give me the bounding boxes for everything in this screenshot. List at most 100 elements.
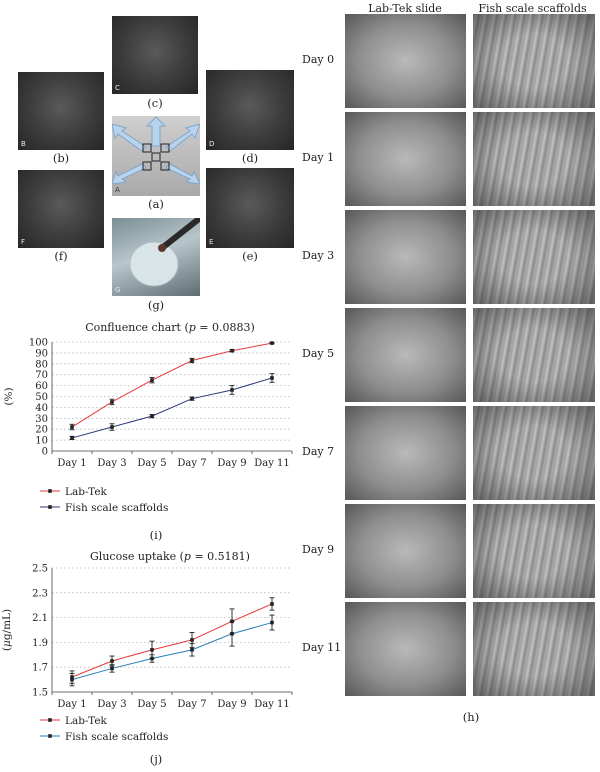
data-point [70,436,74,440]
y-tick-label: 70 [35,370,48,381]
photo-scaffold-g: G [112,218,200,296]
y-tick-label: 0 [42,447,48,458]
data-point [230,631,234,636]
photo-tag-a: A [115,186,120,194]
data-point [190,638,194,642]
sem-fishscale-image [473,210,595,304]
y-tick-label: 2.1 [32,613,48,624]
data-point [150,378,154,382]
day-label: Day 1 [302,151,335,164]
y-tick-label: 10 [35,436,48,447]
caption-h: (h) [462,710,480,724]
micrograph-c: C [112,16,198,94]
sem-fishscale-image [473,504,595,598]
sem-labtek-image [345,602,466,696]
photo-tag-f: F [21,238,26,246]
x-tick-label: Day 3 [97,699,126,710]
column-header-labtek: Lab-Tek slide [368,2,442,15]
caption-c: (c) [147,96,163,110]
x-tick-label: Day 11 [254,458,290,469]
y-tick-label: 90 [35,348,48,359]
legend-marker [48,718,52,722]
y-tick-label: 100 [29,338,48,349]
data-point [70,677,74,682]
series-line [71,622,273,681]
legend-marker [48,489,52,493]
chart-title: Confluence chart (p = 0.0883) [85,321,255,334]
data-point [230,348,234,353]
x-tick-label: Day 11 [254,699,290,710]
y-tick-label: 80 [35,359,48,370]
x-tick-label: Day 7 [177,699,206,710]
day-label: Day 0 [302,53,335,66]
data-point [110,659,114,663]
y-tick-label: 2.3 [32,588,48,599]
series-line [71,342,273,428]
legend-label: Fish scale scaffolds [65,731,168,743]
sem-labtek-image [345,210,466,304]
y-tick-label: 20 [35,425,48,436]
data-point [270,620,274,625]
x-tick-label: Day 5 [137,699,166,710]
sem-labtek-image [345,406,466,500]
micrograph-a: A [112,116,200,196]
sem-fishscale-image [473,112,595,206]
data-point [190,648,194,652]
y-tick-label: 1.5 [32,688,48,699]
y-tick-label: 1.9 [32,638,48,649]
day-label: Day 5 [302,347,335,360]
legend-marker [48,505,52,509]
photo-tag-e: E [209,238,214,246]
y-tick-label: 1.7 [32,663,48,674]
day-label: Day 11 [302,641,342,654]
x-tick-label: Day 7 [177,458,206,469]
photo-tag-g: G [115,286,121,294]
y-tick-label: 40 [35,403,48,414]
sem-fishscale-image [473,602,595,696]
caption-b: (b) [52,151,70,165]
data-point [150,414,154,418]
x-tick-label: Day 1 [57,458,86,469]
tweezers-icon [129,218,200,287]
data-point [190,396,194,401]
x-tick-label: Day 9 [217,699,246,710]
legend-label: Fish scale scaffolds [65,502,168,514]
day-label: Day 7 [302,445,335,458]
series-line [71,603,273,678]
sem-fishscale-image [473,308,595,402]
glucose-uptake-chart: Glucose uptake (p = 0.5181) 1.5 1.7 1.9 2.1 2… [1,550,293,743]
column-header-fishscale: Fish scale scaffolds [478,2,587,15]
y-tick-label: 2.5 [32,564,48,575]
sem-labtek-image [345,14,466,108]
day-label: Day 9 [302,543,335,556]
sem-labtek-image [345,504,466,598]
caption-a: (a) [148,197,164,211]
y-axis-label: (μg/mL) [1,609,13,651]
data-point [110,666,114,671]
data-point [110,400,114,404]
legend-marker [48,734,52,738]
sem-labtek-image [345,308,466,402]
x-tick-label: Day 3 [97,458,126,469]
direction-arrows-icon [112,116,200,185]
micrograph-e: E [206,168,294,248]
chart-title: Glucose uptake (p = 0.5181) [90,550,250,563]
data-point [270,602,274,606]
x-tick-label: Day 5 [137,458,166,469]
y-tick-label: 50 [35,392,48,403]
data-point [110,425,114,429]
day-label: Day 3 [302,249,335,262]
caption-g: (g) [147,298,165,312]
photo-tag-b: B [21,140,26,148]
sem-fishscale-image [473,406,595,500]
y-axis-label: (%) [3,387,15,405]
sem-fishscale-image [473,14,595,108]
caption-d: (d) [241,151,259,165]
legend-label: Lab-Tek [65,486,108,498]
micrograph-b: B [18,72,104,150]
x-tick-label: Day 9 [217,458,246,469]
data-point [270,341,274,345]
sem-labtek-image [345,112,466,206]
caption-e: (e) [242,249,258,263]
confluence-chart: Confluence chart (p = 0.0883) 01020304050… [3,321,293,514]
